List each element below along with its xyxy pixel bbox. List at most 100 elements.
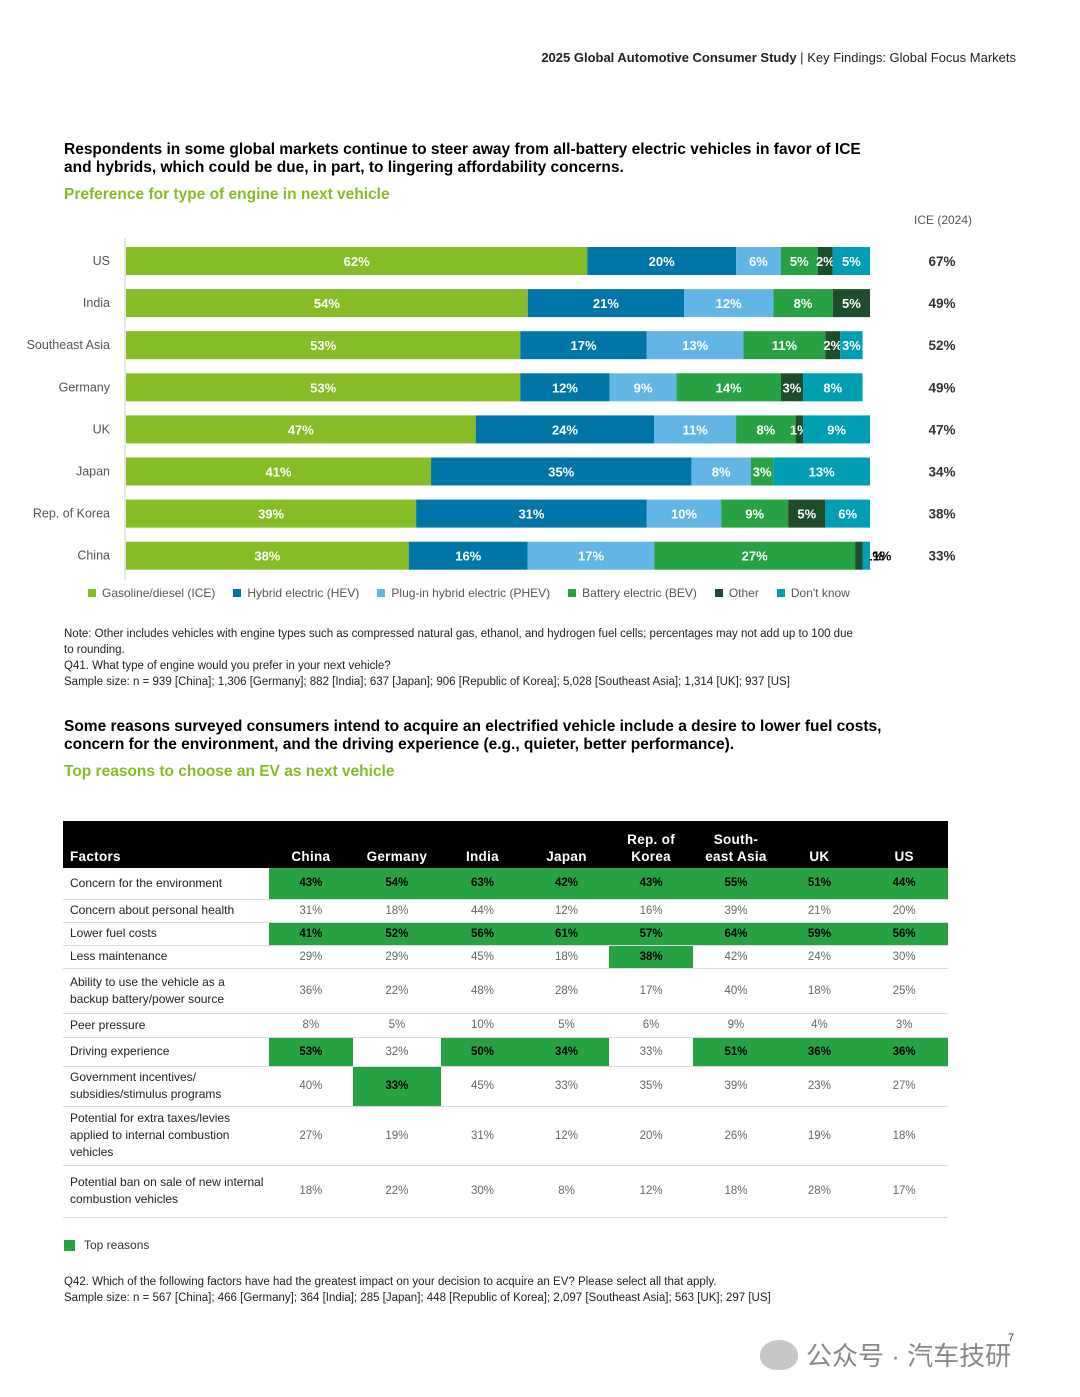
value-cell: 9% <box>693 1013 779 1038</box>
bar-segment <box>691 457 751 486</box>
ice-2024-value: 49% <box>928 296 955 311</box>
value-cell: 18% <box>778 968 861 1014</box>
value-cell: 21% <box>778 899 861 923</box>
value-cell: 4% <box>778 1013 861 1038</box>
chart-legend: Gasoline/diesel (ICE) Hybrid electric (HE… <box>88 586 850 600</box>
value-cell: 8% <box>268 1013 354 1038</box>
category-label: Southeast Asia <box>27 338 110 352</box>
legend-item: Gasoline/diesel (ICE) <box>88 586 215 600</box>
factor-cell: Driving experience <box>63 1037 269 1067</box>
legend-item: Don't know <box>776 586 850 600</box>
data-label: 6% <box>749 254 768 269</box>
value-cell: 20% <box>860 899 948 923</box>
value-cell: 39% <box>693 899 779 923</box>
bar-segment <box>750 457 774 486</box>
bar-segment <box>721 499 789 528</box>
bar-segment <box>825 499 870 528</box>
value-cell: 17% <box>860 1165 948 1218</box>
bar-segment <box>803 415 870 444</box>
data-label: 3% <box>842 338 861 353</box>
factor-cell: Government incentives/ subsidies/stimulu… <box>63 1066 269 1107</box>
value-cell: 12% <box>608 1165 694 1218</box>
data-label: 6% <box>838 507 857 522</box>
engine-preference-chart: US 62% 20% 6% 5% 2% 5% 67% India 54% 21% 12% 8% 5% 49%… <box>27 238 956 580</box>
section2-headline: Some reasons surveyed consumers intend t… <box>64 718 882 753</box>
ice-2024-value: 49% <box>928 380 955 395</box>
table-row: Potential for extra taxes/levies applied… <box>63 1106 948 1166</box>
value-cell: 12% <box>524 899 609 923</box>
factor-cell: Potential for extra taxes/levies applied… <box>63 1106 269 1166</box>
value-cell: 59% <box>778 922 861 946</box>
value-cell: 33% <box>524 1066 609 1107</box>
note-text: Note: Other includes vehicles with engin… <box>64 628 853 656</box>
header-study-title: 2025 Global Automotive Consumer Study <box>541 50 797 65</box>
wechat-icon <box>760 1339 798 1370</box>
data-label: 24% <box>552 422 578 437</box>
legend-swatch <box>714 589 723 597</box>
ice-2024-value: 34% <box>928 465 955 480</box>
data-label: 11% <box>772 338 798 353</box>
value-cell: 18% <box>860 1106 948 1166</box>
value-cell: 20% <box>608 1106 694 1166</box>
page-number: 7 <box>1008 1332 1015 1344</box>
table-row: Less maintenance 29% 29% 45% 18% 38% 42% 24% 30% <box>63 945 948 969</box>
bar-segment <box>646 331 744 360</box>
bar-segment <box>817 247 833 275</box>
value-cell: 28% <box>524 968 609 1014</box>
value-cell: 30% <box>440 1165 525 1218</box>
value-cell: 5% <box>353 1013 441 1038</box>
column-header: US <box>860 821 948 868</box>
data-label: 9% <box>827 422 846 437</box>
value-cell: 19% <box>778 1106 861 1166</box>
bar-segment <box>527 289 684 318</box>
data-label: 16% <box>455 549 481 564</box>
legend-label: Don't know <box>790 586 850 600</box>
data-label: 1% <box>873 549 892 564</box>
page-header: 2025 Global Automotive Consumer Study | … <box>541 50 1016 65</box>
bar-segment <box>832 289 870 318</box>
value-cell: 3% <box>860 1013 948 1038</box>
legend-label: Battery electric (BEV) <box>582 586 697 600</box>
data-label: 2% <box>816 254 835 269</box>
legend-item: Hybrid electric (HEV) <box>233 586 359 600</box>
bar-segment <box>788 499 826 528</box>
value-cell: 36% <box>268 968 354 1014</box>
factor-cell: Peer pressure <box>63 1013 269 1038</box>
bar-segment <box>126 373 521 402</box>
value-cell: 43% <box>608 868 694 900</box>
bar-segment <box>126 247 588 275</box>
column-header: India <box>440 821 525 868</box>
bar-segment <box>126 289 528 318</box>
bar-segment <box>684 289 774 318</box>
data-label: 11% <box>683 422 709 437</box>
value-cell: 34% <box>524 1037 609 1067</box>
top-reasons-swatch <box>64 1239 75 1251</box>
legend-item: Plug-in hybrid electric (PHEV) <box>377 586 550 600</box>
data-label: 38% <box>254 549 280 564</box>
value-cell: 29% <box>268 945 354 969</box>
value-cell: 51% <box>778 868 861 900</box>
value-cell: 18% <box>693 1165 779 1218</box>
legend-label: Plug-in hybrid electric (PHEV) <box>391 586 551 600</box>
value-cell: 64% <box>693 922 779 946</box>
bar-segment <box>832 247 870 275</box>
data-label: 10% <box>671 507 697 522</box>
bar-segment <box>520 373 610 402</box>
ice-2024-header: ICE (2024) <box>914 213 973 227</box>
value-cell: 23% <box>778 1066 861 1107</box>
bar-segment <box>743 331 826 360</box>
data-label: 35% <box>548 465 574 480</box>
category-label: Germany <box>59 380 111 394</box>
q41-text: Q41. What type of engine would you prefe… <box>64 660 391 672</box>
top-reasons-legend: Top reasons <box>64 1238 149 1252</box>
table-row: Government incentives/ subsidies/stimulu… <box>63 1066 948 1107</box>
data-label: 5% <box>842 296 861 311</box>
value-cell: 32% <box>353 1037 441 1067</box>
value-cell: 52% <box>353 922 441 946</box>
data-label: 12% <box>716 296 742 311</box>
legend-item: Other <box>714 586 759 600</box>
bar-segment <box>408 541 528 570</box>
category-label: India <box>83 296 110 310</box>
value-cell: 31% <box>440 1106 525 1166</box>
data-label: 8% <box>756 422 775 437</box>
